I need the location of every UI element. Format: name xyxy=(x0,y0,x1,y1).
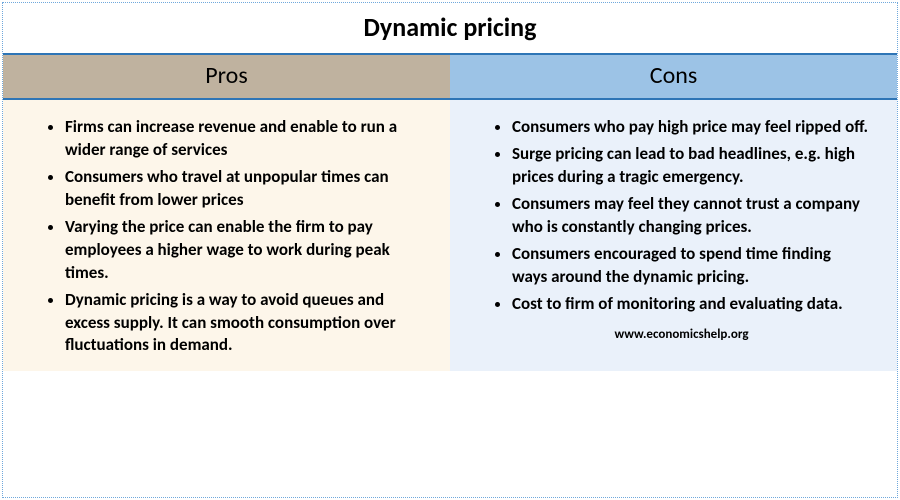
columns-container: Pros Firms can increase revenue and enab… xyxy=(3,53,897,371)
list-item: Dynamic pricing is a way to avoid queues… xyxy=(65,289,422,358)
list-item: Surge pricing can lead to bad headlines,… xyxy=(512,143,869,189)
list-item: Consumers encouraged to spend time findi… xyxy=(512,243,869,289)
list-item: Cost to firm of monitoring and evaluatin… xyxy=(512,293,869,316)
list-item: Consumers may feel they cannot trust a c… xyxy=(512,193,869,239)
title-row: Dynamic pricing xyxy=(3,3,897,53)
cons-list: Consumers who pay high price may feel ri… xyxy=(494,116,869,316)
list-item: Firms can increase revenue and enable to… xyxy=(65,116,422,162)
comparison-frame: Dynamic pricing Pros Firms can increase … xyxy=(2,2,898,498)
cons-column: Cons Consumers who pay high price may fe… xyxy=(450,55,897,371)
list-item: Consumers who travel at unpopular times … xyxy=(65,166,422,212)
attribution-text: www.economicshelp.org xyxy=(494,320,869,354)
pros-body: Firms can increase revenue and enable to… xyxy=(3,100,450,371)
pros-list: Firms can increase revenue and enable to… xyxy=(47,116,422,357)
list-item: Varying the price can enable the firm to… xyxy=(65,216,422,285)
pros-header: Pros xyxy=(3,55,450,100)
pros-column: Pros Firms can increase revenue and enab… xyxy=(3,55,450,371)
cons-body: Consumers who pay high price may feel ri… xyxy=(450,100,897,371)
cons-header: Cons xyxy=(450,55,897,100)
page-title: Dynamic pricing xyxy=(3,11,897,43)
list-item: Consumers who pay high price may feel ri… xyxy=(512,116,869,139)
